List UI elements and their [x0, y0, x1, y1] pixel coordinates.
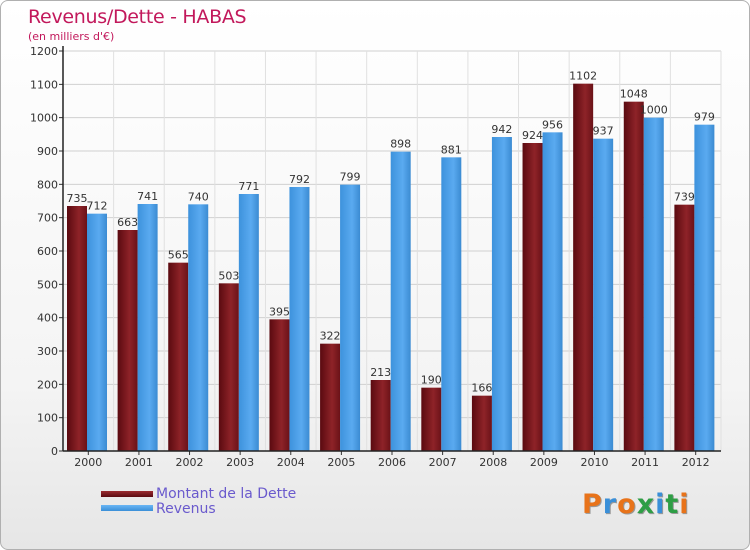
legend-swatch-revenus	[101, 505, 153, 511]
bar-revenus-2007	[441, 157, 462, 452]
y-tick-label: 100	[37, 412, 58, 425]
value-label-revenus-2004: 792	[289, 173, 310, 186]
value-label-revenus-2002: 740	[188, 190, 209, 203]
legend-label-revenus: Revenus	[156, 501, 216, 517]
x-tick-label: 2009	[530, 456, 558, 469]
bar-dette-2000	[67, 206, 87, 451]
logo-letter: t	[665, 489, 680, 520]
y-tick-label: 1200	[30, 45, 58, 58]
value-label-dette-2007: 190	[421, 374, 442, 387]
value-label-dette-2005: 322	[320, 330, 341, 343]
value-label-dette-2006: 213	[370, 366, 391, 379]
chart-title: Revenus/Dette - HABAS	[28, 6, 247, 28]
x-tick-label: 2000	[74, 456, 102, 469]
value-label-dette-2004: 395	[269, 305, 290, 318]
value-label-dette-2009: 924	[522, 129, 543, 142]
chart-subtitle: (en milliers d'€)	[28, 30, 115, 43]
bar-revenus-2003	[238, 194, 259, 451]
y-tick-label: 0	[51, 445, 58, 458]
y-tick-label: 1100	[30, 78, 58, 91]
bar-dette-2001	[117, 230, 138, 451]
bar-revenus-2008	[491, 137, 512, 451]
y-tick-label: 800	[37, 178, 58, 191]
value-label-dette-2003: 503	[218, 269, 239, 282]
bar-revenus-2011	[643, 117, 664, 452]
x-tick-label: 2007	[429, 456, 457, 469]
bar-revenus-2012	[694, 124, 715, 452]
x-tick-label: 2001	[125, 456, 153, 469]
bar-revenus-2001	[137, 204, 158, 451]
x-tick-label: 2010	[580, 456, 608, 469]
bar-revenus-2009	[542, 132, 563, 452]
value-label-dette-2011: 1048	[620, 88, 648, 101]
y-tick-label: 500	[37, 278, 58, 291]
bar-dette-2006	[370, 380, 391, 451]
proxiti-logo: Proxiti	[582, 489, 690, 520]
value-label-revenus-2010: 937	[593, 125, 614, 138]
x-tick-label: 2003	[226, 456, 254, 469]
bar-revenus-2005	[340, 184, 361, 451]
value-label-dette-2010: 1102	[569, 70, 597, 83]
x-tick-label: 2004	[277, 456, 305, 469]
bars	[67, 83, 715, 452]
value-label-revenus-2006: 898	[390, 138, 411, 151]
bar-dette-2002	[168, 262, 189, 451]
bar-dette-2009	[522, 143, 543, 451]
value-label-revenus-2005: 799	[340, 171, 361, 184]
value-label-revenus-2003: 771	[238, 180, 259, 193]
y-tick-label: 1000	[30, 112, 58, 125]
x-tick-label: 2006	[378, 456, 406, 469]
value-label-revenus-2001: 741	[137, 190, 158, 203]
bar-dette-2012	[674, 204, 695, 451]
bar-revenus-2002	[188, 204, 209, 451]
value-label-revenus-2012: 979	[694, 111, 715, 124]
logo-letter: i	[679, 489, 690, 520]
bar-revenus-2010	[593, 138, 614, 451]
logo-letter: P	[582, 489, 603, 520]
value-label-dette-2002: 565	[168, 249, 189, 262]
legend-swatch-dette	[101, 491, 153, 497]
y-tick-label: 200	[37, 378, 58, 391]
legend-label-dette: Montant de la Dette	[156, 486, 297, 502]
logo-letter: o	[617, 489, 637, 520]
bar-dette-2007	[421, 387, 442, 451]
value-label-dette-2008: 166	[471, 382, 492, 395]
bar-revenus-2000	[87, 213, 107, 451]
bar-revenus-2006	[390, 151, 411, 451]
value-label-dette-2000: 735	[67, 192, 88, 205]
value-label-revenus-2007: 881	[441, 143, 462, 156]
x-tick-label: 2012	[682, 456, 710, 469]
bar-dette-2005	[320, 343, 341, 451]
x-tick-label: 2008	[479, 456, 507, 469]
bar-dette-2010	[573, 83, 594, 452]
y-tick-label: 400	[37, 312, 58, 325]
value-label-revenus-2000: 712	[87, 200, 108, 213]
bar-revenus-2004	[289, 187, 310, 451]
y-tick-label: 600	[37, 245, 58, 258]
y-tick-label: 700	[37, 212, 58, 225]
x-tick-label: 2005	[327, 456, 355, 469]
value-label-revenus-2008: 942	[491, 123, 512, 136]
value-label-revenus-2009: 956	[542, 118, 563, 131]
bar-dette-2003	[218, 283, 239, 451]
bar-dette-2008	[471, 395, 492, 451]
value-label-dette-2001: 663	[117, 216, 138, 229]
x-tick-label: 2002	[176, 456, 204, 469]
y-tick-label: 300	[37, 345, 58, 358]
bar-dette-2011	[623, 101, 644, 452]
value-label-dette-2012: 739	[674, 191, 695, 204]
axes	[59, 46, 721, 455]
x-tick-label: 2011	[631, 456, 659, 469]
value-label-revenus-2011: 1000	[640, 104, 668, 117]
logo-letter: i	[655, 489, 666, 520]
labels: 0 100 200 300 400 500 600 700 800 900 1000 1100 1200…	[30, 45, 715, 469]
logo-letter: r	[602, 489, 618, 520]
bar-dette-2004	[269, 319, 290, 451]
logo-letter: x	[636, 489, 656, 520]
y-tick-label: 900	[37, 145, 58, 158]
